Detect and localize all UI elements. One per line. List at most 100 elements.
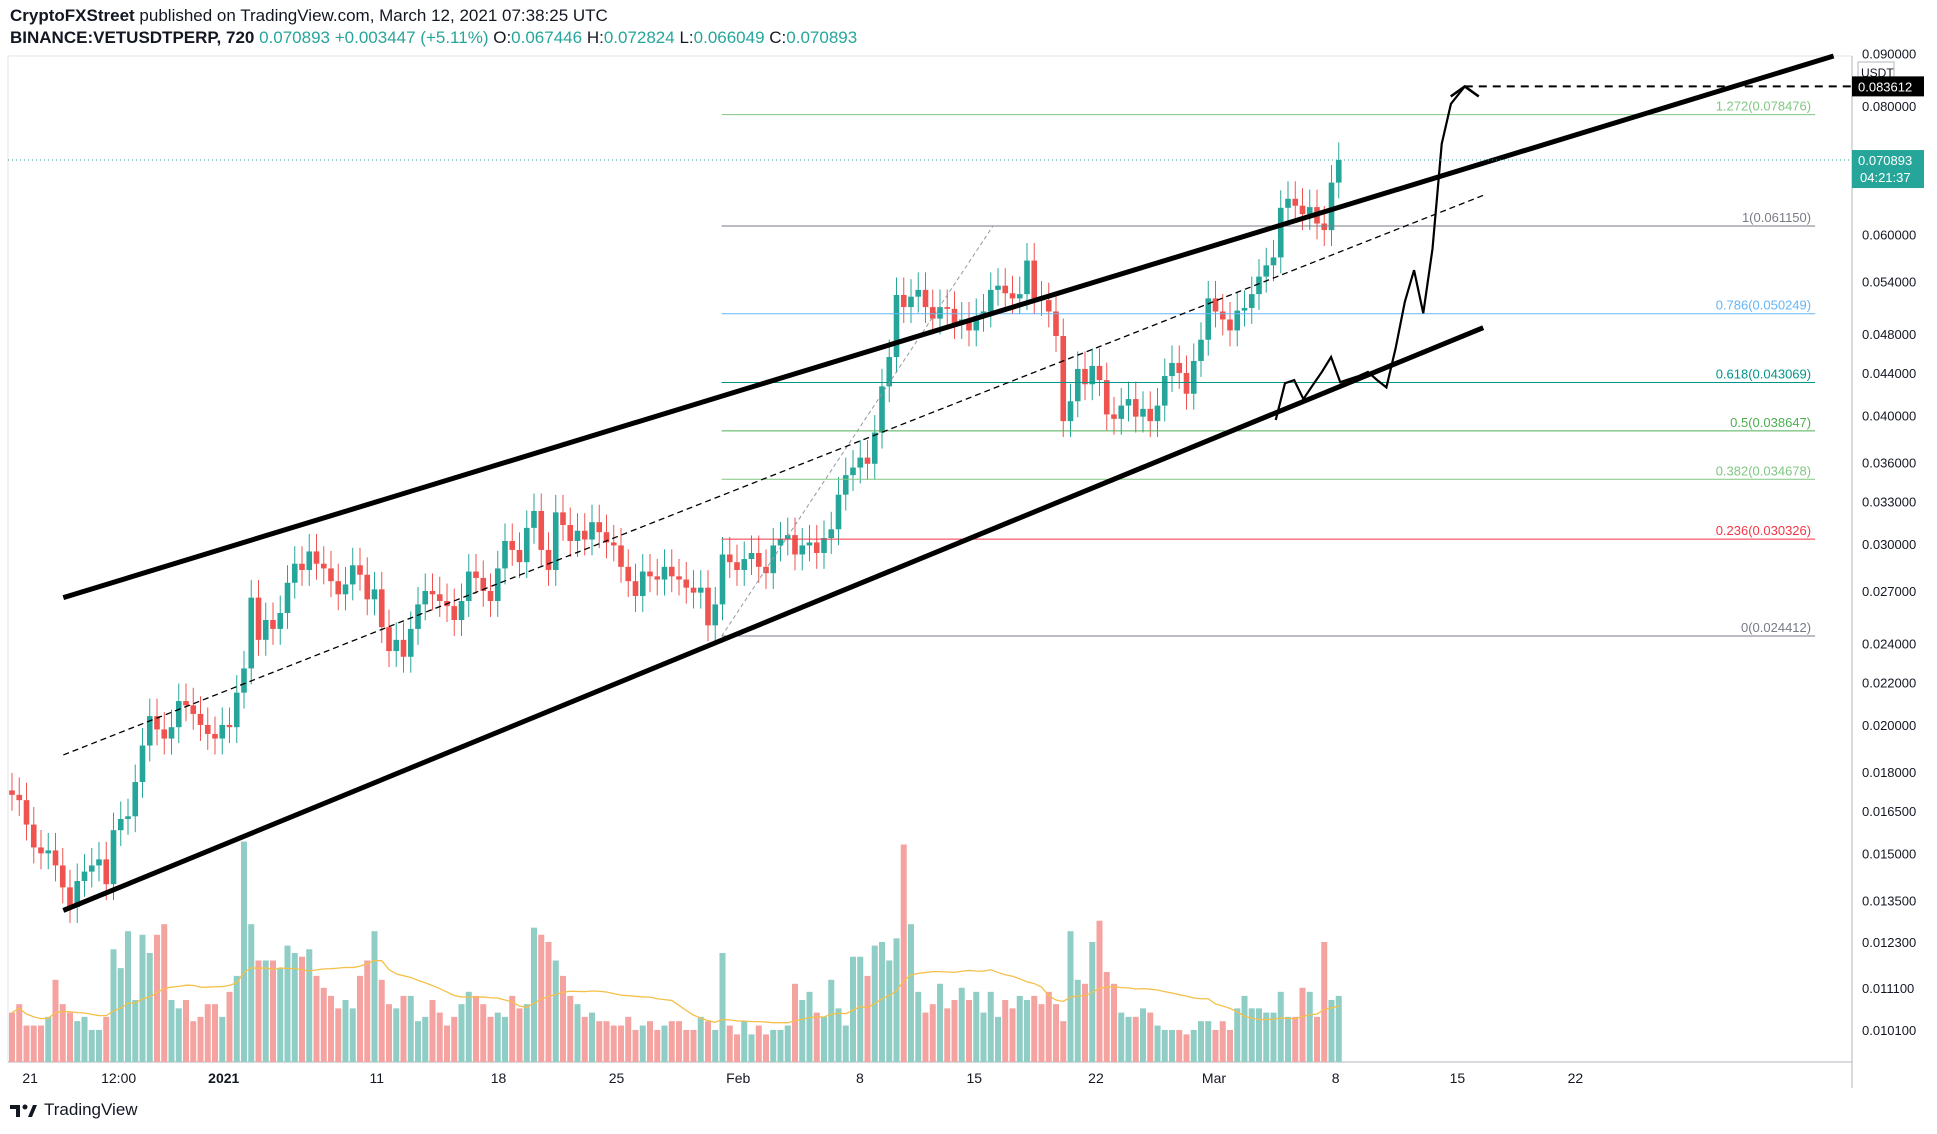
- volume-bar: [813, 1012, 820, 1062]
- candle-body: [603, 532, 610, 543]
- candle-body: [806, 542, 813, 546]
- volume-bar: [1118, 1012, 1125, 1062]
- candle-body: [212, 733, 218, 739]
- volume-bar: [596, 1021, 603, 1062]
- candle-body: [342, 584, 349, 595]
- volume-bar: [712, 1029, 719, 1062]
- volume-bar: [777, 1029, 784, 1062]
- volume-bar: [146, 952, 153, 1062]
- volume-bar: [494, 1012, 501, 1062]
- channel-median-line: [63, 194, 1484, 756]
- volume-bar: [915, 991, 922, 1062]
- volume-bar: [835, 1008, 842, 1062]
- volume-bar: [103, 1016, 110, 1062]
- candle-body: [1321, 223, 1328, 231]
- candle-body: [45, 850, 52, 854]
- volume-bar: [284, 945, 291, 1062]
- candle-body: [103, 859, 110, 885]
- candle-body: [690, 587, 697, 593]
- volume-bar: [204, 1004, 211, 1062]
- fib-trend-line: [721, 226, 994, 637]
- volume-bar: [683, 1029, 690, 1062]
- candle-body: [328, 568, 334, 582]
- x-tick-label: 21: [22, 1070, 38, 1086]
- candle-body: [386, 627, 392, 652]
- candle-body: [944, 307, 951, 309]
- candle-body: [1277, 207, 1284, 258]
- fib-level-label: 0.382(0.034678): [1716, 463, 1811, 478]
- volume-bar: [1169, 1029, 1175, 1062]
- bar-countdown-label: 04:21:37: [1860, 170, 1911, 185]
- volume-bar: [161, 924, 168, 1062]
- volume-bar: [1103, 971, 1110, 1062]
- candle-body: [560, 512, 566, 526]
- candle-body: [487, 590, 494, 602]
- y-tick-label: 0.020000: [1862, 718, 1916, 733]
- candle-body: [719, 554, 726, 605]
- candle-body: [879, 386, 885, 433]
- volume-bar: [1256, 1008, 1262, 1062]
- publisher-name[interactable]: CryptoFXStreet: [10, 6, 135, 25]
- fib-level-label: 0.5(0.038647): [1730, 415, 1811, 430]
- volume-bar: [487, 1016, 494, 1062]
- volume-bar: [951, 1000, 958, 1062]
- candle-body: [132, 782, 139, 817]
- volume-bar: [1205, 1021, 1212, 1062]
- volume-bar: [806, 991, 813, 1062]
- candle-body: [415, 604, 421, 629]
- volume-bar: [509, 995, 516, 1062]
- target-price-badge: [1852, 76, 1924, 97]
- tradingview-logo-icon: [10, 1104, 37, 1117]
- candle-body: [38, 847, 44, 854]
- candle-body: [741, 559, 748, 570]
- candle-body: [951, 308, 958, 324]
- volume-bar: [444, 1025, 450, 1062]
- volume-bar: [647, 1021, 653, 1062]
- fib-level-label: 0.236(0.030326): [1716, 523, 1811, 538]
- y-tick-label: 0.036000: [1862, 456, 1916, 471]
- candle-body: [1089, 365, 1096, 385]
- volume-bar: [1111, 983, 1117, 1062]
- volume-bar: [1147, 1012, 1154, 1062]
- candle-body: [1009, 293, 1016, 299]
- candle-body: [531, 510, 537, 528]
- volume-bar: [784, 1025, 791, 1062]
- volume-bar: [973, 991, 980, 1062]
- last-price: 0.070893: [259, 28, 330, 47]
- price-change: +0.003447 (+5.11%): [334, 28, 489, 47]
- volume-bar: [929, 1004, 936, 1062]
- candle-body: [502, 540, 508, 569]
- volume-bar: [763, 1034, 769, 1062]
- volume-bar: [255, 960, 262, 1062]
- candle-body: [197, 713, 204, 725]
- volume-bar: [313, 975, 320, 1062]
- candle-body: [473, 571, 479, 578]
- volume-bar: [1154, 1025, 1161, 1062]
- candle-body: [618, 545, 624, 567]
- volume-bar: [197, 1016, 204, 1062]
- candle-body: [248, 597, 255, 669]
- candle-body: [1060, 335, 1067, 422]
- candle-body: [545, 549, 552, 570]
- y-tick-label: 0.044000: [1862, 366, 1916, 381]
- fib-level-label: 1(0.061150): [1742, 210, 1811, 225]
- volume-bar: [987, 991, 994, 1062]
- volume-bar: [523, 1004, 530, 1062]
- symbol-label[interactable]: BINANCE:VETUSDTPERP, 720: [10, 28, 255, 47]
- candle-body: [734, 562, 740, 570]
- candle-body: [1031, 260, 1038, 299]
- volume-bar: [690, 1029, 697, 1062]
- candle-body: [9, 790, 15, 795]
- volume-bar: [1321, 941, 1328, 1062]
- volume-bar: [900, 844, 907, 1062]
- channel-lower-line: [62, 325, 1485, 913]
- volume-bar: [270, 960, 276, 1062]
- candle-body: [596, 522, 603, 533]
- volume-bar: [1219, 1021, 1226, 1062]
- candle-body: [886, 357, 893, 387]
- candle-body: [1067, 401, 1074, 422]
- volume-bar: [1248, 1008, 1255, 1062]
- volume-bar: [545, 941, 552, 1062]
- last-price-badge: [1852, 150, 1924, 189]
